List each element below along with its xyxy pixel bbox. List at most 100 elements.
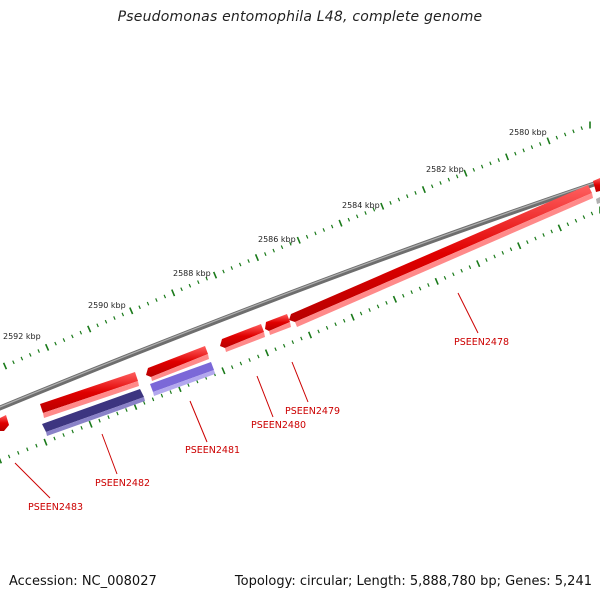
tick-mark [539, 142, 542, 146]
tick-mark [300, 336, 303, 341]
genome-summary-text: Topology: circular; Length: 5,888,780 bp… [234, 574, 592, 589]
tick-mark [155, 298, 158, 302]
tick-mark [80, 425, 83, 430]
gene-right-edge[interactable] [593, 178, 600, 192]
tick-mark [160, 393, 164, 398]
tick-mark [566, 222, 570, 227]
gene-label-PSEEN2480: PSEEN2480 [251, 420, 306, 431]
gene-label-PSEEN2482: PSEEN2482 [95, 478, 150, 489]
tick-mark [443, 275, 447, 280]
tick-mark [563, 132, 567, 137]
tick-mark [121, 312, 125, 317]
gene-PSEEN2480[interactable] [220, 324, 264, 348]
tick-mark [17, 450, 20, 455]
tick-mark [280, 245, 284, 250]
tick-mark [418, 286, 422, 291]
tick-mark [274, 347, 277, 352]
tick-mark [542, 233, 545, 237]
tick-mark [368, 308, 371, 312]
tick-mark [197, 280, 200, 285]
tick-mark [359, 311, 363, 316]
tick-mark [26, 447, 29, 452]
tick-mark [282, 343, 286, 348]
gene-label-PSEEN2481: PSEEN2481 [185, 445, 240, 456]
tick-mark [447, 177, 451, 182]
tick-mark [289, 241, 292, 246]
tick-mark [12, 360, 15, 365]
tick-mark [264, 349, 270, 357]
tick-mark [98, 418, 101, 423]
gene-label-PSEEN2483: PSEEN2483 [28, 502, 83, 513]
tick-mark [410, 290, 413, 295]
tick-mark [580, 126, 583, 131]
tick-mark [146, 301, 150, 306]
tick-mark [522, 148, 525, 153]
ruler-label-2582: 2582 kbp [426, 165, 464, 174]
gene-PSEEN2482-forward[interactable] [40, 372, 138, 413]
tick-mark [497, 158, 500, 163]
tick-mark [517, 242, 522, 250]
tick-mark [88, 420, 93, 428]
gene-PSEEN2481-reverse[interactable] [150, 362, 214, 392]
tick-mark [572, 129, 575, 134]
tick-mark [0, 457, 3, 464]
tick-mark [87, 325, 92, 333]
tick-mark [514, 151, 517, 156]
tick-mark [355, 214, 359, 219]
gene-label-PSEEN2478: PSEEN2478 [454, 337, 509, 348]
gene-PSEEN2483[interactable] [0, 415, 9, 431]
tick-mark [163, 294, 167, 299]
tick-mark [187, 383, 190, 387]
tick-mark [125, 408, 128, 412]
tick-mark [44, 343, 50, 351]
tick-mark [530, 145, 534, 150]
tick-mark [254, 253, 260, 262]
tick-mark [171, 289, 176, 297]
tick-mark [557, 224, 562, 232]
tick-mark [330, 224, 334, 229]
tick-mark [264, 252, 267, 257]
tick-mark [71, 429, 74, 434]
gene-PSEEN2481-forward[interactable] [146, 346, 208, 377]
map-title: Pseudomonas entomophila L48, complete ge… [117, 9, 483, 25]
tick-mark [338, 219, 343, 227]
tick-mark [79, 330, 83, 335]
tick-mark [463, 169, 468, 177]
gene-PSEEN2482-reverse[interactable] [42, 389, 144, 432]
tick-mark [71, 334, 74, 339]
tick-mark [392, 295, 398, 303]
label-leaders [14, 292, 479, 499]
tick-mark [480, 164, 484, 169]
tick-mark [501, 250, 505, 255]
tick-mark [434, 277, 439, 285]
tick-mark [142, 400, 146, 405]
ruler-label-2590: 2590 kbp [88, 301, 126, 310]
gene-PSEEN2478[interactable] [289, 185, 592, 322]
tick-mark [62, 338, 66, 342]
tick-mark [526, 240, 529, 245]
tick-mark [113, 316, 116, 320]
ruler-label-2584: 2584 kbp [342, 201, 380, 210]
tick-mark [430, 184, 434, 189]
tick-mark [406, 194, 409, 199]
tick-mark [534, 236, 537, 241]
tick-mark [169, 390, 172, 395]
genome-backbone [0, 179, 600, 411]
tick-mark [555, 135, 559, 140]
tick-mark [493, 254, 496, 259]
tick-mark [546, 137, 551, 145]
tick-mark [239, 361, 243, 366]
tick-mark [20, 356, 24, 361]
tick-mark [472, 167, 476, 172]
tick-mark [272, 248, 275, 253]
tick-mark [376, 304, 380, 309]
inner-tick-ruler [0, 206, 600, 464]
tick-mark [414, 190, 417, 195]
tick-mark [212, 271, 218, 279]
tick-mark [180, 287, 183, 292]
tick-mark [116, 411, 119, 416]
tick-mark [489, 161, 492, 166]
gene-PSEEN2479[interactable] [265, 314, 290, 331]
tick-mark [342, 318, 346, 323]
tick-mark [257, 354, 260, 359]
